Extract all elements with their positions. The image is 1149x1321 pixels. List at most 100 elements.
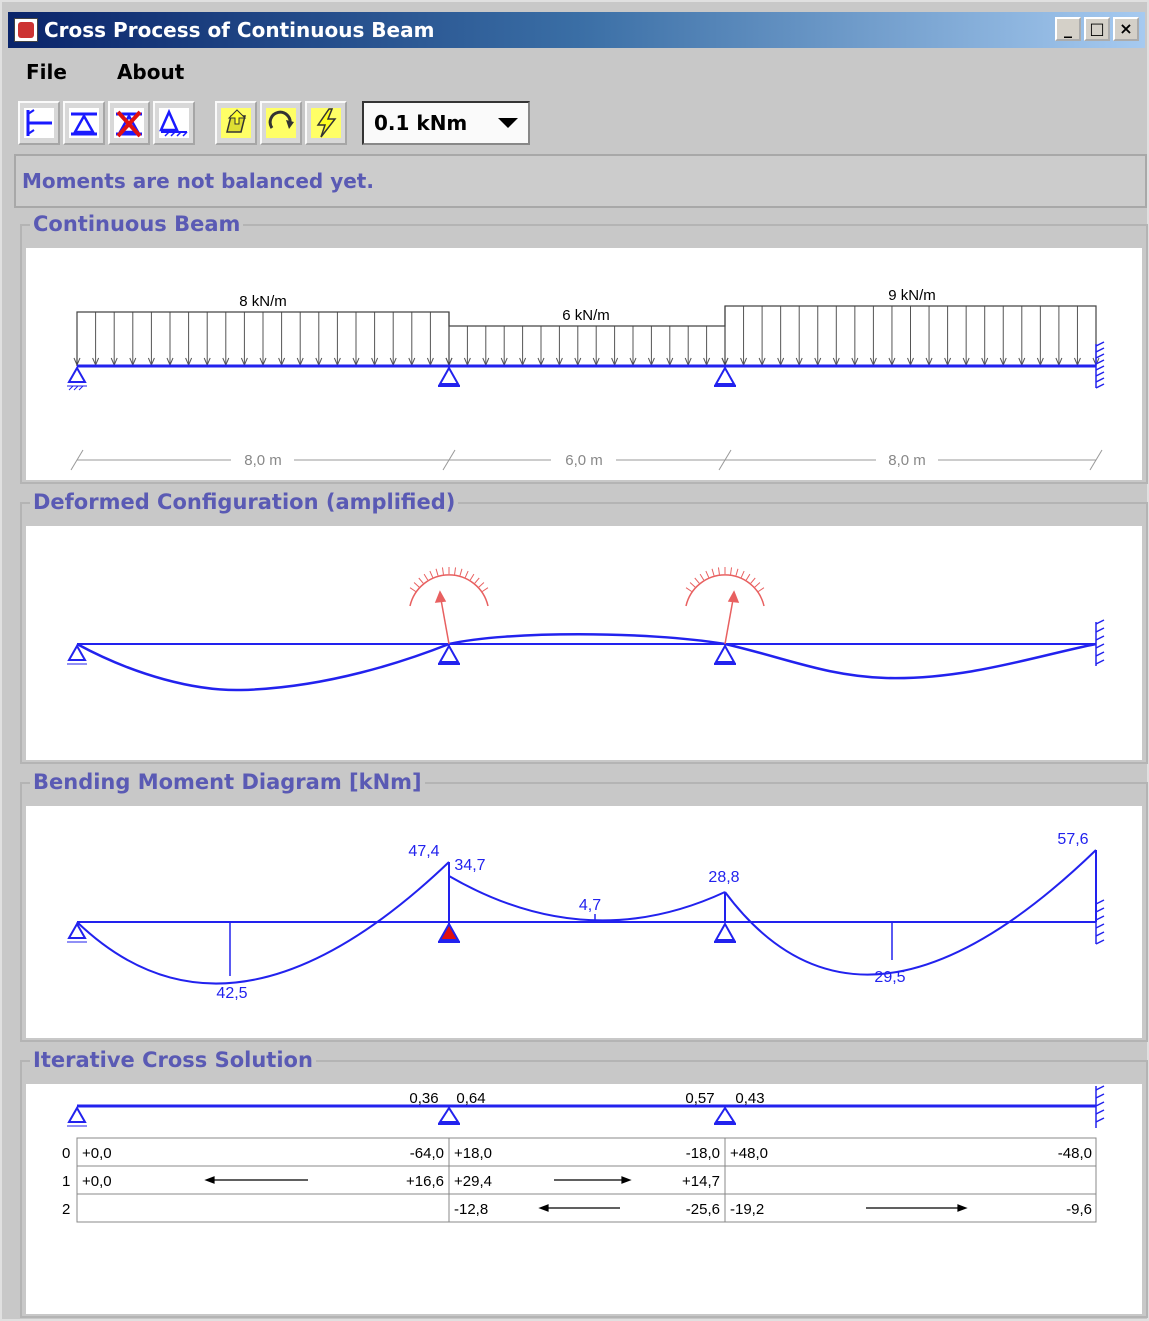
span-label-2: 6,0 m [565, 452, 603, 469]
active-support-2 [438, 921, 460, 943]
span-label-1: 8,0 m [244, 452, 282, 469]
continuous-beam-panel: Continuous Beam 8 kN/m 6 kN/m 9 kN/m [20, 212, 1148, 484]
unit-select-value: 0.1 kNm [374, 111, 468, 135]
gauge-tick [730, 567, 733, 575]
chevron-down-icon [498, 118, 518, 128]
cross-cell: -12,8 [454, 1201, 488, 1218]
moment-label-support-2-left: 47,4 [408, 843, 439, 860]
remove-support-tool-button[interactable] [108, 101, 150, 145]
add-support-tool-button[interactable] [63, 101, 105, 145]
gauge-tick [418, 577, 424, 584]
roller-support-2 [438, 1106, 460, 1125]
maximize-button[interactable]: □ [1084, 17, 1110, 41]
gauge-tick [750, 577, 756, 584]
gauge-tick [711, 568, 715, 576]
load-label-2: 6 kN/m [562, 307, 610, 324]
load-tool-button[interactable] [153, 101, 195, 145]
row-index-0: 0 [62, 1145, 70, 1162]
cross-cell: -18,0 [686, 1145, 720, 1162]
gauge-tick [745, 573, 751, 581]
cross-cell: -25,6 [686, 1201, 720, 1218]
dimension-line [70, 449, 1103, 471]
gauge-tick [685, 587, 693, 593]
cross-cell: -64,0 [410, 1145, 444, 1162]
close-button[interactable]: × [1113, 17, 1139, 41]
gauge-tick [689, 582, 696, 588]
roller-support-3 [714, 643, 736, 665]
menu-about[interactable]: About [116, 60, 185, 84]
cross-cell: +18,0 [454, 1145, 492, 1162]
cross-cell: -19,2 [730, 1201, 764, 1218]
gauge-tick [740, 570, 745, 578]
deformed-drawing [67, 567, 1105, 692]
panel-title-deformed: Deformed Configuration (amplified) [30, 490, 459, 514]
gauge-tick [441, 567, 444, 575]
gauge-tick [735, 568, 739, 576]
fixed-support-right [1095, 1085, 1105, 1128]
title-bar: Cross Process of Continuous Beam _ □ × [8, 12, 1145, 48]
fixed-support-right [1095, 341, 1105, 389]
window-controls: _ □ × [1055, 17, 1139, 41]
dist-factor-2-left: 0,36 [409, 1090, 438, 1107]
gauge-tick [454, 567, 457, 575]
moment-label-span-2: 4,7 [579, 897, 601, 914]
dist-factor-2-right: 0,64 [456, 1090, 485, 1107]
row-index-1: 1 [62, 1173, 70, 1190]
gauge-tick [435, 568, 439, 576]
unit-select[interactable]: 0.1 kNm [362, 101, 530, 145]
pin-support-1 [67, 921, 87, 943]
cross-cell: +14,7 [682, 1173, 720, 1190]
menu-file[interactable]: File [26, 60, 67, 84]
cross-canvas: 0,36 0,64 0,57 0,43 0 +0,0 -64,0 +18,0 -… [26, 1084, 1142, 1314]
roller-support-2 [438, 643, 460, 665]
row-index-2: 2 [62, 1201, 70, 1218]
deformed-panel: Deformed Configuration (amplified) [20, 490, 1148, 764]
app-icon [14, 18, 38, 42]
reset-tool-button[interactable] [215, 101, 257, 145]
cross-cell: +16,6 [406, 1173, 444, 1190]
roller-support-3 [714, 921, 736, 943]
gauge-tick [705, 570, 710, 578]
moment-label-span-1: 42,5 [216, 985, 247, 1002]
moment-label-support-2-right: 34,7 [454, 857, 485, 874]
gauge-tick [409, 587, 417, 593]
cross-table-grid [76, 1137, 1097, 1223]
gauge-tick [694, 577, 700, 584]
status-message: Moments are not balanced yet. [22, 169, 374, 193]
gauge-tick [413, 582, 420, 588]
minimize-button[interactable]: _ [1055, 17, 1081, 41]
gauge-tick [754, 582, 761, 588]
lightning-icon [311, 108, 341, 138]
fixed-support-tool-button[interactable] [18, 101, 60, 145]
moment-label-span-3: 29,5 [874, 969, 905, 986]
gauge-tick [469, 573, 475, 581]
moment-label-right: 57,6 [1057, 831, 1088, 848]
cross-cell: +0,0 [82, 1145, 112, 1162]
gauge-tick [717, 567, 720, 575]
distributed-load-icon [159, 108, 189, 138]
status-panel: Moments are not balanced yet. [14, 154, 1147, 208]
gauge-tick [429, 570, 434, 578]
fixed-support-right [1095, 899, 1105, 945]
cross-cell: +0,0 [82, 1173, 112, 1190]
menu-bar: File About [8, 54, 216, 90]
fixed-support-icon [24, 108, 54, 138]
pin-support-1 [67, 1105, 87, 1127]
gauge-tick [423, 573, 429, 581]
gauge-tick [459, 568, 463, 576]
roller-support-3 [714, 1106, 736, 1125]
gauge-ticks [409, 567, 765, 593]
gauge-tick [464, 570, 469, 578]
run-all-tool-button[interactable] [305, 101, 347, 145]
moment-curve-span-2 [448, 875, 726, 922]
gauge-tick [757, 587, 765, 593]
carry-over-arrows [204, 1176, 968, 1212]
pin-support-1 [67, 365, 87, 391]
remove-support-icon [114, 108, 144, 138]
beam-canvas: 8 kN/m 6 kN/m 9 kN/m [26, 248, 1142, 480]
panel-title-moment: Bending Moment Diagram [kNm] [30, 770, 425, 794]
load-label-1: 8 kN/m [239, 293, 287, 310]
moment-drawing: 47,4 34,7 4,7 28,8 57,6 42,5 29,5 [67, 831, 1105, 1002]
step-tool-button[interactable] [260, 101, 302, 145]
